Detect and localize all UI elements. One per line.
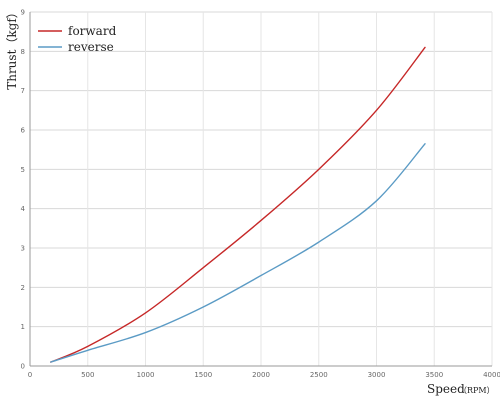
axes — [29, 12, 492, 367]
x-axis-label: Speed — [427, 382, 465, 396]
y-axis-title: Thrust（kgf） — [5, 6, 19, 90]
x-axis-unit: （RPM） — [459, 386, 495, 395]
y-tick-label: 6 — [21, 127, 26, 135]
y-tick-label: 2 — [21, 284, 25, 292]
series-line-forward — [50, 46, 426, 363]
x-tick-label: 0 — [28, 371, 32, 379]
x-axis-title: Speed （RPM） — [427, 382, 495, 396]
x-tick-label: 2500 — [310, 371, 328, 379]
y-tick-label: 9 — [21, 9, 25, 17]
x-tick-label: 1000 — [137, 371, 155, 379]
y-tick-label: 0 — [21, 363, 25, 371]
y-tick-label: 3 — [21, 245, 25, 253]
x-tick-label: 1500 — [194, 371, 212, 379]
legend-label-reverse: reverse — [68, 40, 114, 54]
y-tick-label: 1 — [21, 323, 25, 331]
y-tick-label: 7 — [21, 87, 25, 95]
x-tick-label: 4000 — [483, 371, 500, 379]
legend: forward reverse — [38, 24, 117, 54]
y-tick-label: 4 — [21, 205, 26, 213]
y-tick-label: 8 — [21, 48, 25, 56]
y-tick-label: 5 — [21, 166, 25, 174]
legend-label-forward: forward — [68, 24, 117, 38]
x-tick-label: 3000 — [368, 371, 386, 379]
tick-labels: 0 1 2 3 4 5 6 7 8 9 0 500 1000 1500 2000 2500 3000 3500 40… — [21, 9, 500, 380]
x-tick-label: 500 — [81, 371, 94, 379]
series-line-reverse — [50, 143, 426, 363]
x-tick-label: 3500 — [425, 371, 443, 379]
grid — [29, 11, 493, 367]
series — [50, 46, 426, 363]
x-tick-label: 2000 — [252, 371, 270, 379]
